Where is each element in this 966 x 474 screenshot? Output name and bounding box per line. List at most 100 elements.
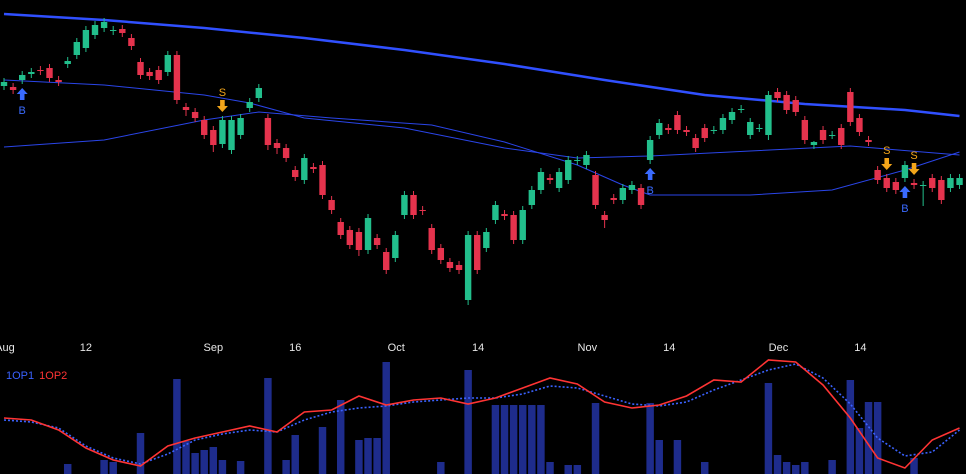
indicator-bar (109, 462, 117, 474)
candle-body (428, 228, 435, 250)
indicator-line (3, 363, 961, 465)
legend-entry: 1OP1 (6, 370, 34, 382)
indicator-bar (846, 380, 855, 474)
indicator-bar (518, 405, 527, 474)
candle-body (701, 128, 708, 138)
x-tick-label: Sep (204, 342, 224, 354)
candle-body (137, 62, 144, 75)
candle-body (0, 82, 8, 86)
buy-arrow (16, 88, 28, 100)
candle-body (246, 102, 253, 108)
candle-body (255, 88, 263, 98)
candle-body (483, 232, 490, 248)
buy-arrow (899, 186, 911, 198)
candle-body (292, 170, 299, 177)
indicator-bar (291, 435, 299, 474)
x-tick-label: 16 (289, 342, 301, 354)
indicator-bar (218, 460, 227, 474)
candle-body (319, 165, 326, 195)
candle-body (565, 160, 572, 180)
indicator-bar (828, 460, 836, 474)
buy-label: B (901, 203, 908, 215)
candle-body (19, 75, 26, 80)
candle-body (892, 182, 900, 190)
indicator-bar (464, 370, 472, 474)
indicator-bar (209, 447, 218, 474)
indicator-bar (700, 462, 709, 474)
candle-body (228, 120, 235, 150)
indicator-bar (500, 405, 509, 474)
indicator-bar (646, 403, 654, 474)
sell-arrow (216, 100, 228, 112)
candle-body (737, 109, 745, 110)
candle-body (464, 235, 472, 300)
candle-body (847, 92, 854, 122)
x-tick-label: Nov (578, 342, 598, 354)
sell-arrow (881, 158, 893, 170)
indicator-bar (564, 465, 572, 474)
candle-body (146, 72, 153, 76)
indicator-bar (792, 465, 800, 474)
x-tick-label: Dec (769, 342, 789, 354)
candle-body (492, 205, 499, 220)
candle-body (910, 183, 918, 185)
candle-body (801, 120, 809, 140)
candle-body (282, 148, 290, 158)
buy-arrow (644, 168, 656, 180)
candle-body (728, 112, 736, 120)
x-tick-label: Oct (388, 342, 405, 354)
indicator-bar (782, 462, 791, 474)
sell-arrow (908, 163, 920, 175)
candle-body (929, 178, 936, 188)
candle-body (674, 115, 681, 130)
candle-body (646, 140, 654, 160)
indicator-bar (773, 455, 782, 474)
candle-body (64, 61, 71, 64)
candle-body (164, 55, 172, 72)
candle-body (528, 190, 536, 205)
indicator-bar (355, 440, 363, 474)
sell-label: S (219, 87, 226, 99)
candle-body (355, 232, 363, 250)
candle-body (583, 155, 590, 165)
candle-body (419, 210, 426, 211)
candle-body (55, 80, 62, 82)
candle-body (792, 100, 799, 112)
indicator-bar (182, 441, 190, 474)
candle-body (237, 118, 244, 135)
indicator-bar (528, 405, 536, 474)
candle-body (519, 210, 526, 240)
indicator-bar (282, 460, 290, 474)
x-tick-label: 14 (663, 342, 675, 354)
candle-body (537, 172, 545, 190)
candle-body (119, 29, 126, 33)
indicator-bar (873, 402, 882, 474)
candle-body (856, 118, 863, 132)
candle-body (446, 262, 454, 268)
candle-body (346, 230, 354, 245)
candle-body (201, 120, 208, 135)
x-tick-label: Aug (0, 342, 15, 354)
candle-body (692, 138, 699, 148)
candle-body (874, 170, 881, 180)
moving-average (3, 111, 960, 196)
candle-body (28, 72, 35, 74)
candle-body (100, 22, 108, 28)
candle-body (91, 25, 99, 35)
indicator-bar (136, 433, 145, 474)
candle-body (9, 87, 17, 90)
candle-body (601, 215, 608, 220)
indicator-bar (191, 453, 199, 474)
candle-body (401, 195, 408, 215)
candle-body (555, 172, 563, 188)
candle-body (410, 195, 417, 215)
candle-body (173, 55, 181, 100)
candle-body (182, 107, 190, 110)
candle-body (392, 235, 399, 258)
candle-body (637, 188, 645, 205)
candle-body (510, 215, 517, 240)
candle-body (273, 143, 281, 148)
candle-body (947, 178, 954, 188)
indicator-bar (336, 400, 345, 474)
